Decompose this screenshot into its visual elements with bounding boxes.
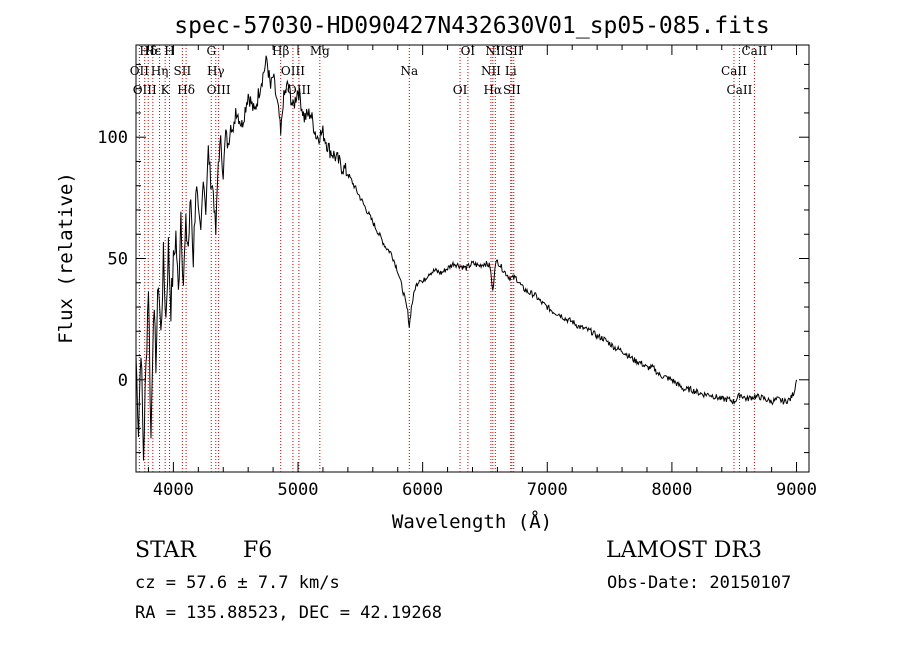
line-marker-label: G xyxy=(206,44,216,58)
y-axis-label: Flux (relative) xyxy=(55,172,77,344)
line-marker-label: Hε xyxy=(144,44,161,58)
line-marker-label: CaII xyxy=(741,44,767,58)
observation-date: Obs-Date: 20150107 xyxy=(607,573,792,593)
line-marker-label: Li xyxy=(505,64,517,78)
spectrum-line xyxy=(135,55,797,461)
y-tick-label: 0 xyxy=(118,371,128,391)
line-marker-label: Hδ xyxy=(139,44,157,58)
line-marker-label: K xyxy=(161,83,171,97)
x-tick-label: 8000 xyxy=(651,480,692,500)
object-subclass: F6 xyxy=(243,538,273,563)
object-class: STAR xyxy=(135,538,196,563)
line-marker-label: OIII xyxy=(133,83,157,97)
redshift-velocity: cz = 57.6 ± 7.7 km/s xyxy=(135,573,340,593)
line-marker-label: SII xyxy=(505,44,523,58)
line-marker-label: OIII xyxy=(281,64,305,78)
line-marker-label: H xyxy=(164,44,174,58)
chart-title: spec-57030-HD090427N432630V01_sp05-085.f… xyxy=(174,13,769,39)
line-marker-label: OI xyxy=(461,44,476,58)
line-marker-label: Hη xyxy=(151,64,169,78)
plot-frame xyxy=(135,44,810,473)
x-tick-label: 7000 xyxy=(527,480,568,500)
y-tick-label: 100 xyxy=(97,128,128,148)
x-tick-label: 9000 xyxy=(776,480,817,500)
y-axis-ticks: 0 50 100 xyxy=(97,63,809,454)
line-marker-label: Na xyxy=(400,64,418,78)
line-marker-label: OIII xyxy=(207,83,231,97)
line-marker-label: SII xyxy=(503,83,521,97)
line-marker-label: SII xyxy=(174,64,192,78)
line-marker-label: OII xyxy=(130,64,150,78)
y-tick-label: 50 xyxy=(108,250,128,270)
x-axis-ticks: 4000 5000 6000 7000 8000 9000 xyxy=(147,45,817,500)
line-marker-label: Hβ xyxy=(272,44,289,58)
line-marker-label: NII xyxy=(481,64,501,78)
x-tick-label: 6000 xyxy=(402,480,443,500)
line-marker-label: CaII xyxy=(721,64,747,78)
line-marker-label: CaII xyxy=(727,83,753,97)
line-marker-label: Hα xyxy=(484,83,503,97)
line-marker-label: Hγ xyxy=(207,64,225,78)
line-marker-label: NII xyxy=(485,44,505,58)
x-tick-label: 4000 xyxy=(153,480,194,500)
line-marker-label: Hδ xyxy=(177,83,195,97)
x-tick-label: 5000 xyxy=(278,480,319,500)
line-markers xyxy=(138,45,755,472)
line-marker-labels: HδOIIOIIIHεHηKHSIIHδGHγOIIIHβOIIIOIIIMgN… xyxy=(130,44,768,97)
x-axis-label: Wavelength (Å) xyxy=(392,510,552,533)
line-marker-label: Mg xyxy=(310,44,330,58)
sky-coordinates: RA = 135.88523, DEC = 42.19268 xyxy=(135,603,443,623)
survey-name: LAMOST DR3 xyxy=(606,538,762,563)
line-marker-label: OI xyxy=(453,83,468,97)
